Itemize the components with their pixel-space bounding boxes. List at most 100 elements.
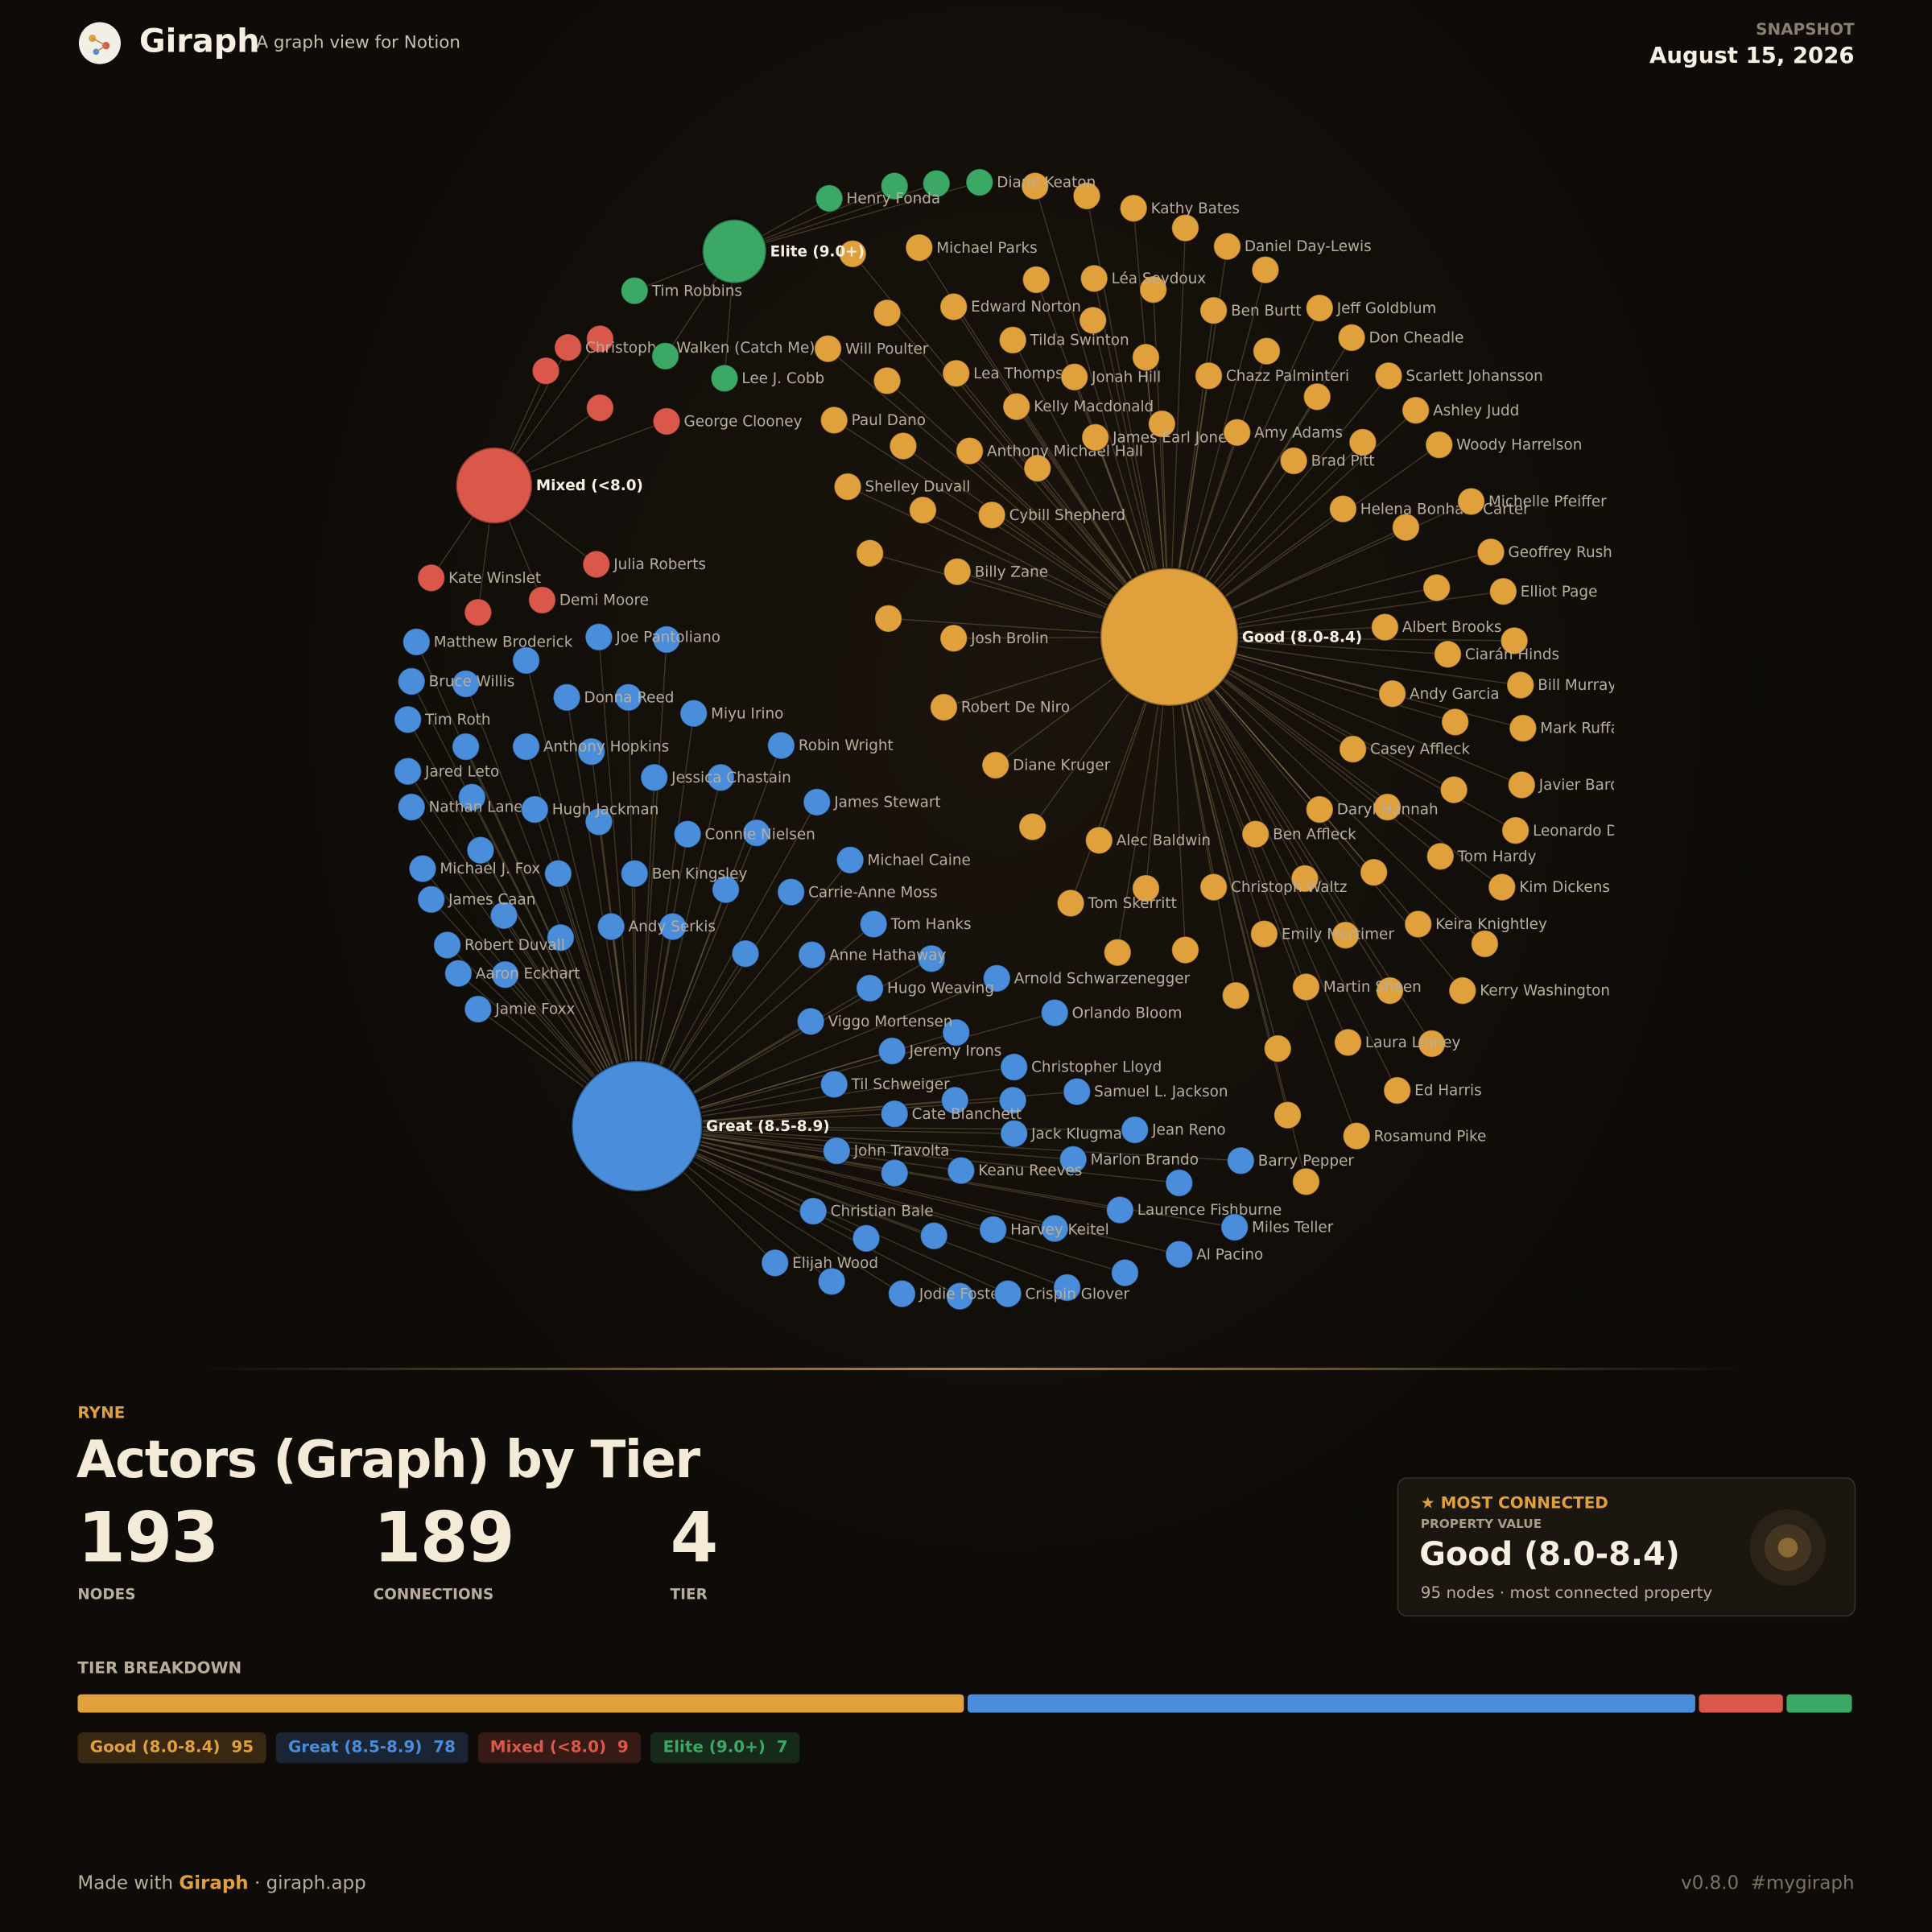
node	[796, 1007, 825, 1036]
node	[1373, 792, 1402, 822]
node-label: Tom Hanks	[890, 916, 972, 933]
node	[761, 1249, 790, 1278]
node	[939, 292, 968, 321]
node	[1081, 423, 1110, 452]
node-label: George Clooney	[683, 414, 802, 431]
node	[822, 1136, 851, 1166]
node-label: Ed Harris	[1414, 1083, 1482, 1100]
stat-value: 189	[373, 1498, 515, 1579]
node	[489, 901, 518, 930]
chip-name: Good (8.0-8.4)	[89, 1738, 221, 1757]
node	[451, 732, 481, 762]
node	[584, 622, 613, 651]
tier-chip: Good (8.0-8.4) 95	[77, 1732, 266, 1764]
node	[852, 1224, 881, 1253]
hub-node	[454, 446, 534, 526]
node	[815, 184, 844, 213]
node	[1291, 972, 1321, 1001]
node-label: Chazz Palminteri	[1226, 368, 1349, 385]
node-label: Amy Adams	[1254, 424, 1343, 441]
edge	[637, 1125, 1179, 1184]
chip-count: 95	[231, 1738, 254, 1757]
node-label: Hugo Weaving	[887, 980, 994, 997]
node	[1110, 1258, 1140, 1287]
footer-site: · giraph.app	[254, 1871, 366, 1894]
node	[1391, 513, 1421, 542]
node	[652, 407, 681, 436]
node	[880, 1158, 909, 1187]
node	[1170, 213, 1200, 242]
node	[1147, 409, 1176, 439]
node-label: Tim Roth	[424, 712, 490, 729]
hub-node	[700, 217, 768, 285]
edge	[1168, 637, 1357, 1137]
edge	[1168, 636, 1433, 1044]
node	[919, 1221, 948, 1250]
node	[464, 994, 493, 1024]
node	[394, 757, 423, 786]
node-label: Viggo Mortensen	[828, 1013, 953, 1030]
node	[1165, 1240, 1194, 1269]
node-label: Nathan Lane	[429, 799, 523, 816]
node	[1199, 296, 1228, 325]
node-label: Helena Bonham Carter	[1360, 501, 1530, 518]
node	[917, 944, 946, 973]
tier-chip: Elite (9.0+) 7	[650, 1732, 800, 1764]
node	[1040, 1214, 1069, 1243]
node	[905, 233, 934, 262]
node	[584, 807, 613, 836]
node-label: Billy Zane	[975, 564, 1048, 580]
node-label: Ciarán Hinds	[1465, 646, 1559, 663]
logo	[78, 22, 121, 64]
node	[731, 939, 760, 968]
node	[838, 239, 867, 268]
tier-segment	[1699, 1694, 1783, 1713]
node	[833, 472, 862, 502]
node	[877, 1037, 906, 1066]
node	[402, 627, 431, 657]
node	[1040, 998, 1069, 1027]
node-label: Christoph Waltz	[1231, 879, 1347, 896]
footer-right: v0.8.0 #mygiraph	[1681, 1872, 1854, 1894]
node-label: Scarlett Johansson	[1406, 368, 1542, 385]
node	[710, 364, 739, 393]
node	[582, 550, 611, 579]
node	[1383, 1075, 1412, 1105]
edge	[637, 1125, 1055, 1229]
node	[433, 931, 462, 960]
node-label: Kate Winslet	[448, 570, 541, 587]
node-label: Tom Hardy	[1457, 848, 1537, 865]
node	[673, 819, 702, 848]
chip-count: 78	[433, 1738, 456, 1757]
chip-name: Mixed (<8.0)	[489, 1738, 607, 1757]
node-label: Kelly Macdonald	[1034, 398, 1154, 415]
node-label: Leonardo DiCaprio	[1533, 823, 1670, 840]
node	[1056, 889, 1085, 918]
hub-label: Good (8.0-8.4)	[1242, 629, 1362, 646]
node	[1072, 181, 1101, 210]
node-label: Jeff Goldblum	[1336, 300, 1437, 317]
card-note: 95 nodes · most connected property	[1420, 1584, 1713, 1604]
node	[945, 1282, 974, 1311]
tier-chip: Great (8.5-8.9) 78	[275, 1732, 469, 1764]
node-label: Crispin Glover	[1025, 1286, 1129, 1302]
node	[679, 699, 708, 728]
node-label: Anthony Hopkins	[543, 739, 669, 756]
node	[1241, 819, 1270, 848]
node	[1302, 382, 1331, 411]
edge	[525, 660, 638, 1127]
node	[1279, 446, 1308, 476]
node	[766, 731, 796, 760]
node	[397, 667, 426, 696]
node	[1470, 929, 1499, 959]
node	[1426, 842, 1455, 871]
edge	[637, 1125, 1241, 1162]
node	[873, 299, 902, 328]
node-label: Woody Harrelson	[1456, 437, 1582, 454]
node	[652, 625, 681, 654]
node	[873, 366, 902, 395]
node	[1375, 976, 1405, 1005]
node-label: Casey Affleck	[1370, 741, 1470, 758]
node-label: Tilda Swinton	[1030, 332, 1129, 349]
node	[1433, 640, 1463, 669]
